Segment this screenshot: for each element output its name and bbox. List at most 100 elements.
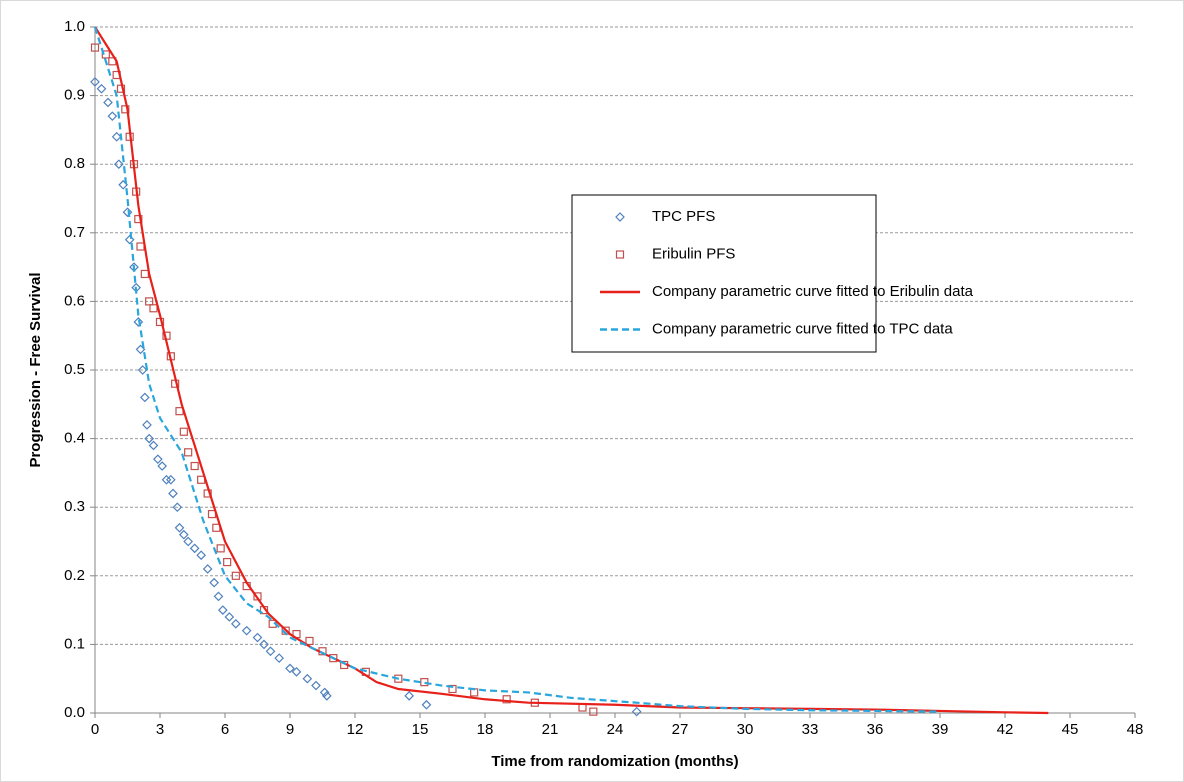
point <box>321 691 332 701</box>
x-tick-label: 45 <box>1062 721 1079 738</box>
point <box>179 427 188 436</box>
point <box>305 636 314 646</box>
point <box>202 564 213 574</box>
point <box>90 77 100 87</box>
point <box>103 97 113 108</box>
point <box>213 591 224 602</box>
point <box>101 50 110 59</box>
point <box>134 214 143 224</box>
point <box>168 488 178 499</box>
point <box>139 392 150 403</box>
point <box>420 678 429 687</box>
y-axis-title: Progression - Free Survival <box>27 272 44 467</box>
y-tick-label: 0.7 <box>64 224 85 241</box>
point <box>265 646 276 657</box>
y-tick-label: 0.9 <box>64 87 85 104</box>
point <box>178 529 189 540</box>
x-tick-label: 24 <box>607 721 624 738</box>
point <box>184 448 193 457</box>
x-tick-label: 9 <box>286 721 294 738</box>
legend-label: Eribulin PFS <box>652 245 735 262</box>
point <box>196 550 207 561</box>
point <box>190 461 199 471</box>
x-tick-label: 6 <box>221 721 229 738</box>
point <box>124 234 135 245</box>
point <box>302 673 313 684</box>
point <box>148 440 159 451</box>
y-tick-label: 0.1 <box>64 635 85 652</box>
y-tick-label: 0.8 <box>64 155 85 172</box>
point <box>502 695 511 704</box>
point <box>421 699 432 710</box>
x-tick-label: 15 <box>412 721 429 738</box>
point <box>252 632 263 643</box>
point <box>107 111 118 122</box>
x-tick-label: 12 <box>347 721 364 738</box>
point <box>96 83 107 94</box>
point <box>216 544 225 553</box>
legend-swatch <box>615 212 625 222</box>
x-tick-label: 27 <box>672 721 689 738</box>
point <box>133 317 144 327</box>
point <box>223 557 232 567</box>
point <box>274 653 285 663</box>
legend-label: Company parametric curve fitted to TPC d… <box>652 320 953 337</box>
point <box>224 612 235 622</box>
legend-label: Company parametric curve fitted to Eribu… <box>652 283 974 300</box>
x-tick-label: 42 <box>997 721 1014 738</box>
point <box>319 687 330 698</box>
point <box>121 105 130 114</box>
x-axis-title: Time from randomization (months) <box>491 753 738 770</box>
point <box>165 474 176 485</box>
point <box>172 502 183 513</box>
y-tick-label: 0.0 <box>64 704 85 721</box>
x-tick-label: 18 <box>477 721 494 738</box>
y-tick-label: 0.5 <box>64 361 85 378</box>
legend: TPC PFS Eribulin PFS Company parametric cu… <box>571 194 974 353</box>
point <box>142 420 152 430</box>
point <box>149 304 158 313</box>
point <box>285 663 295 674</box>
point <box>259 639 269 650</box>
point <box>152 454 163 465</box>
point <box>404 691 415 701</box>
x-tick-label: 3 <box>156 721 164 738</box>
point <box>113 159 124 170</box>
point <box>122 207 133 218</box>
y-tick-label: 0.2 <box>64 567 85 584</box>
x-tick-label: 33 <box>802 721 819 738</box>
x-tick-label: 36 <box>867 721 884 738</box>
legend-swatch <box>615 250 625 259</box>
point <box>291 666 302 677</box>
point <box>189 543 200 554</box>
point <box>209 577 220 588</box>
x-tick-label: 21 <box>542 721 559 738</box>
legend-label: TPC PFS <box>652 208 715 225</box>
point <box>231 571 240 580</box>
y-tick-label: 0.3 <box>64 498 85 515</box>
point <box>111 131 122 142</box>
x-tick-label: 30 <box>737 721 754 738</box>
point <box>311 680 321 691</box>
point <box>448 684 457 694</box>
fit-curve <box>93 26 941 713</box>
point <box>241 625 252 636</box>
point <box>174 522 185 533</box>
point <box>157 461 168 471</box>
x-tick-label: 39 <box>932 721 949 738</box>
point <box>230 618 241 629</box>
point <box>589 707 598 716</box>
point <box>145 297 154 306</box>
point <box>183 536 194 547</box>
x-tick-label: 0 <box>91 721 99 738</box>
y-tick-label: 1.0 <box>64 18 85 35</box>
point <box>137 365 148 375</box>
point <box>161 474 172 485</box>
point <box>329 654 338 663</box>
legend-box <box>571 194 877 353</box>
y-tick-label: 0.4 <box>64 430 85 447</box>
point <box>631 706 642 717</box>
point <box>144 433 155 444</box>
